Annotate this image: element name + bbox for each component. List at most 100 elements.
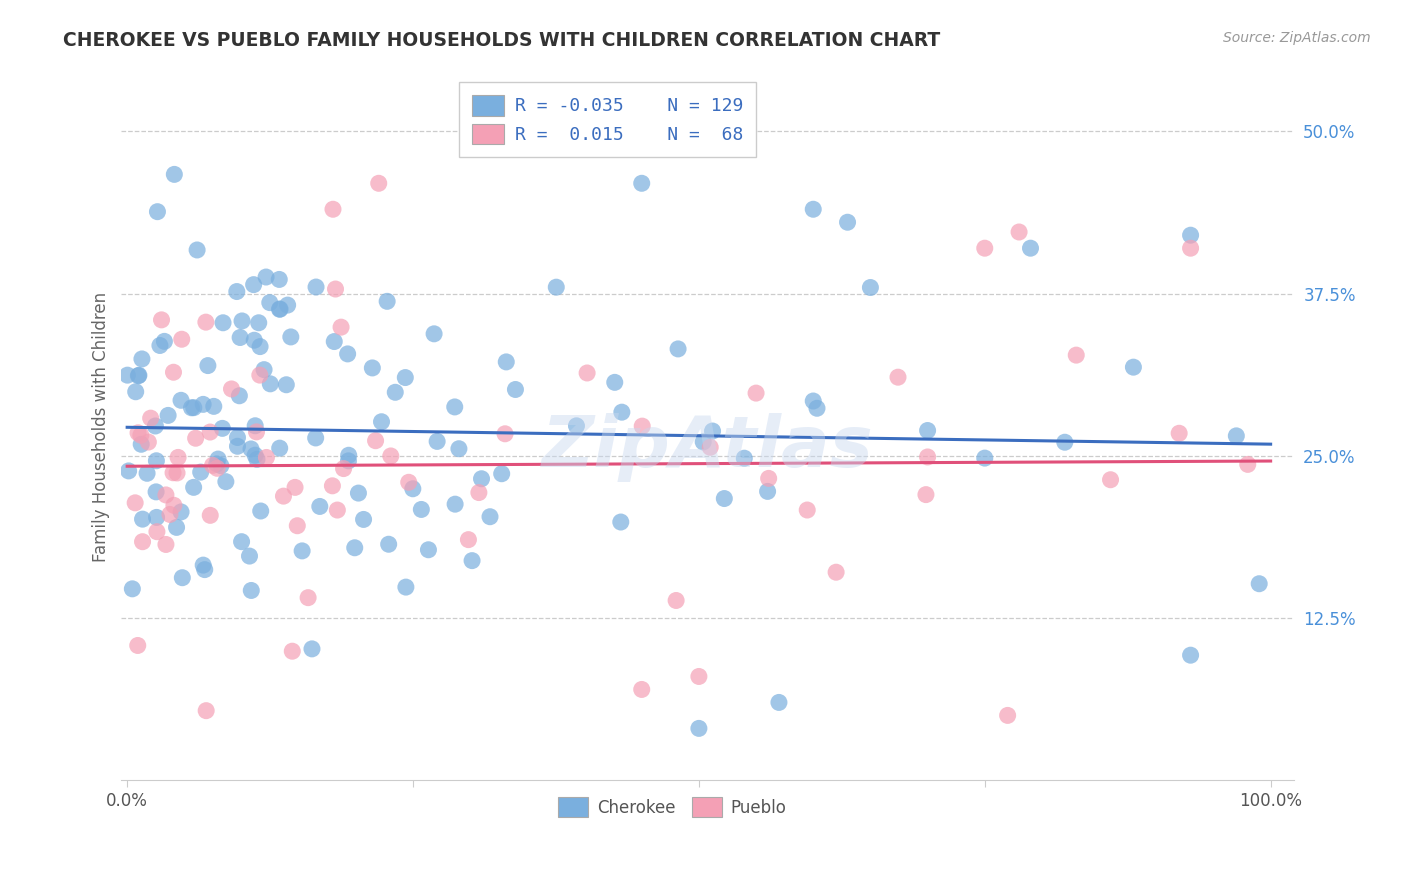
Point [146, 524, 169, 539]
Point [322, 202, 344, 217]
Point [297, 591, 319, 605]
Point [285, 518, 308, 533]
Point [284, 480, 307, 494]
Point [183, 401, 205, 415]
Point [146, 204, 169, 219]
Point [353, 512, 375, 526]
Point [323, 334, 346, 349]
Point [131, 534, 153, 549]
Point [384, 385, 406, 400]
Point [423, 326, 446, 341]
Point [361, 360, 384, 375]
Point [321, 479, 343, 493]
Point [253, 362, 276, 376]
Point [247, 316, 270, 330]
Point [630, 176, 652, 190]
Point [733, 451, 755, 466]
Point [201, 458, 224, 473]
Point [370, 415, 392, 429]
Point [1064, 348, 1087, 362]
Point [610, 405, 633, 419]
Point [367, 176, 389, 190]
Point [231, 314, 253, 328]
Point [276, 377, 298, 392]
Point [337, 448, 360, 462]
Point [631, 419, 654, 434]
Point [461, 554, 484, 568]
Point [221, 382, 243, 396]
Point [277, 298, 299, 312]
Point [330, 320, 353, 334]
Point [243, 418, 266, 433]
Point [194, 315, 217, 329]
Point [155, 537, 177, 551]
Point [226, 431, 249, 445]
Point [153, 334, 176, 349]
Point [183, 480, 205, 494]
Point [170, 332, 193, 346]
Point [269, 272, 291, 286]
Point [254, 270, 277, 285]
Point [917, 424, 939, 438]
Point [117, 368, 139, 383]
Point [205, 461, 228, 475]
Point [565, 418, 588, 433]
Point [131, 351, 153, 366]
Point [238, 549, 260, 563]
Point [1225, 429, 1247, 443]
Point [973, 241, 995, 255]
Point [170, 393, 193, 408]
Point [159, 508, 181, 522]
Point [332, 461, 354, 475]
Point [1249, 576, 1271, 591]
Point [249, 368, 271, 383]
Point [825, 565, 848, 579]
Point [117, 464, 139, 478]
Point [193, 558, 215, 573]
Point [665, 593, 688, 607]
Point [688, 669, 710, 683]
Point [127, 639, 149, 653]
Text: ZipAtlas: ZipAtlas [541, 413, 873, 483]
Point [127, 425, 149, 440]
Point [713, 491, 735, 506]
Point [745, 386, 768, 401]
Point [768, 695, 790, 709]
Point [305, 280, 328, 294]
Point [180, 401, 202, 415]
Point [997, 708, 1019, 723]
Point [301, 641, 323, 656]
Point [190, 465, 212, 479]
Point [145, 510, 167, 524]
Point [127, 368, 149, 383]
Point [758, 471, 780, 485]
Point [1180, 648, 1202, 663]
Point [205, 457, 228, 471]
Point [129, 428, 152, 442]
Point [325, 282, 347, 296]
Point [184, 431, 207, 445]
Point [479, 509, 502, 524]
Point [269, 441, 291, 455]
Point [1180, 228, 1202, 243]
Point [207, 452, 229, 467]
Point [347, 486, 370, 500]
Point [291, 544, 314, 558]
Point [128, 368, 150, 383]
Point [394, 370, 416, 384]
Point [806, 401, 828, 416]
Point [145, 454, 167, 468]
Point [494, 426, 516, 441]
Point [254, 450, 277, 465]
Point [1180, 241, 1202, 255]
Point [226, 439, 249, 453]
Point [150, 313, 173, 327]
Point [610, 515, 633, 529]
Point [308, 500, 330, 514]
Point [131, 512, 153, 526]
Y-axis label: Family Households with Children: Family Households with Children [93, 292, 110, 562]
Point [225, 285, 247, 299]
Point [240, 442, 263, 456]
Point [273, 489, 295, 503]
Point [240, 583, 263, 598]
